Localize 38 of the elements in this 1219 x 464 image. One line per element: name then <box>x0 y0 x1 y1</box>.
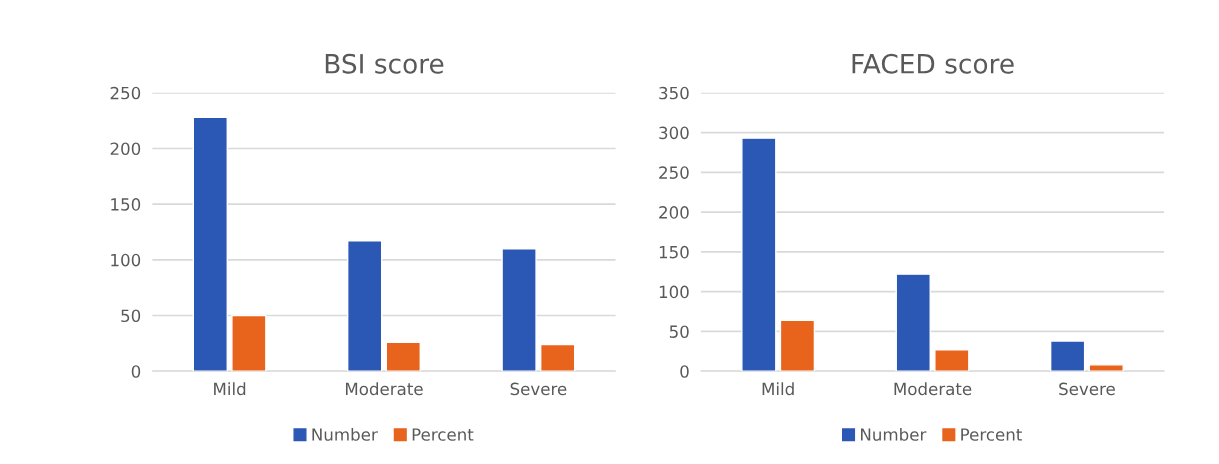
chart-title: FACED score <box>852 53 1014 74</box>
y-tick-label: 50 <box>669 325 689 338</box>
y-tick-label: 150 <box>111 198 141 211</box>
bar <box>385 341 421 372</box>
bar <box>231 314 267 372</box>
bar <box>779 319 816 372</box>
y-tick-label: 0 <box>131 365 141 378</box>
bar <box>895 273 931 372</box>
y-tick-label: 250 <box>110 86 141 100</box>
x-tick-label: Severe <box>1059 382 1115 396</box>
y-tick-label: 350 <box>659 86 689 100</box>
y-tick-label: 100 <box>111 253 141 267</box>
y-tick-label: 200 <box>659 206 689 219</box>
x-tick-label: Moderate <box>345 382 423 396</box>
legend-label: Percent <box>961 428 1022 441</box>
bar <box>347 240 383 372</box>
y-tick-label: 300 <box>659 126 689 140</box>
x-tick-label: Mild <box>762 382 794 396</box>
legend-label: Percent <box>412 428 474 441</box>
bar <box>540 343 576 372</box>
bar <box>934 349 970 372</box>
x-tick-label: Severe <box>510 382 567 396</box>
x-tick-label: Moderate <box>894 382 972 396</box>
y-tick-label: 100 <box>659 285 689 299</box>
bar <box>501 248 537 372</box>
bar <box>1088 364 1124 372</box>
chart-title: BSI score <box>325 53 444 74</box>
y-tick-label: 150 <box>659 245 689 259</box>
y-tick-label: 250 <box>659 166 689 179</box>
y-tick-label: 200 <box>110 142 141 156</box>
legend-label: Number <box>861 427 927 441</box>
x-tick-label: Mild <box>214 382 246 396</box>
bar <box>741 137 777 372</box>
legend-label: Number <box>312 427 378 441</box>
bar <box>1049 340 1086 372</box>
bar <box>192 116 228 372</box>
y-tick-label: 50 <box>121 309 141 323</box>
y-tick-label: 0 <box>680 365 689 378</box>
